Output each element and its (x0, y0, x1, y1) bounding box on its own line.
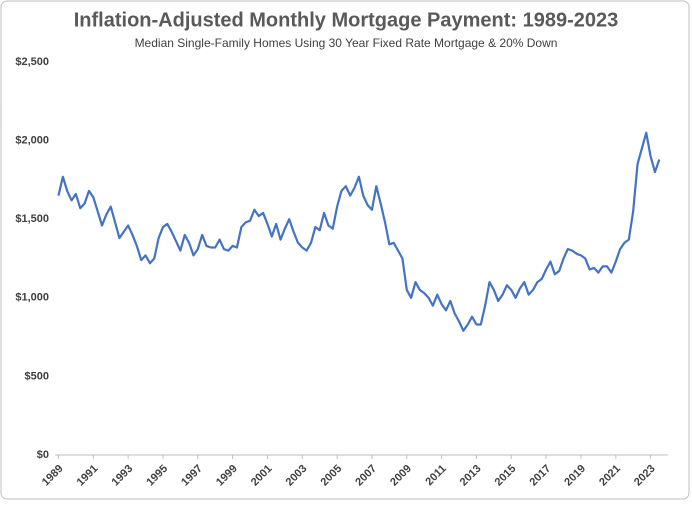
chart-subtitle: Median Single-Family Homes Using 30 Year… (135, 36, 558, 50)
y-tick-label: $1,500 (15, 213, 49, 225)
y-tick-label: $1,000 (15, 292, 49, 304)
y-tick-label: $2,500 (15, 56, 49, 68)
y-tick-label: $500 (25, 370, 49, 382)
data-line (57, 131, 661, 332)
y-tick-label: $0 (37, 449, 49, 461)
chart-title: Inflation-Adjusted Monthly Mortgage Paym… (74, 9, 619, 31)
y-tick-label: $2,000 (15, 135, 49, 147)
